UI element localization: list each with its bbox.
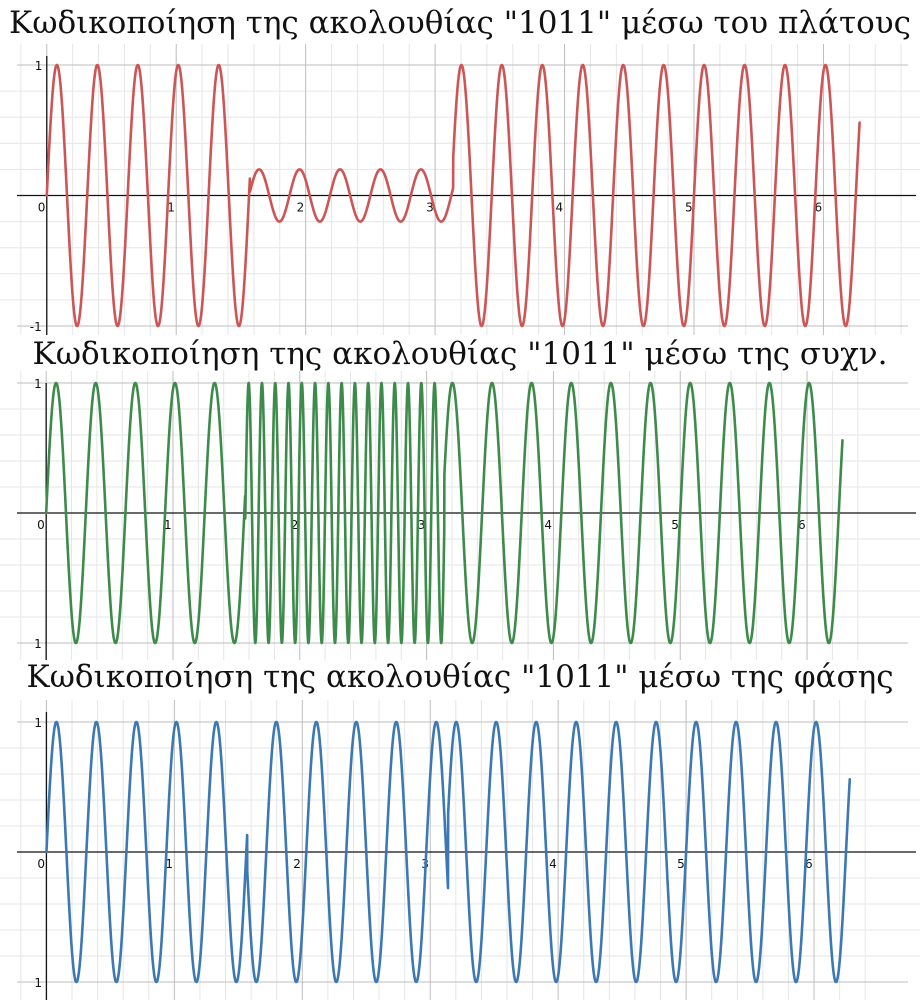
x-tick-label: 5 [677,857,685,871]
x-tick-label: 3 [418,518,426,532]
x-tick-label: 5 [671,518,679,532]
frequency-panel: Κωδικοποίηση της ακολουθίας "1011" μέσω … [0,335,920,660]
x-tick-label: 2 [297,201,305,215]
minor-gridlines [0,44,920,335]
amplitude-chart: 0 1 2 3 4 5 6 1 -1 [0,44,920,335]
major-gridlines [17,700,908,1000]
frequency-chart-title: Κωδικοποίηση της ακολουθίας "1011" μέσω … [32,336,888,372]
x-tick-label: 1 [165,857,173,871]
y-tick-labels: 1 1 [34,716,42,990]
phase-chart-title: Κωδικοποίηση της ακολουθίας "1011" μέσω … [26,659,894,695]
amplitude-panel: Κωδικοποίηση της ακολουθίας "1011" μέσω … [0,0,920,335]
x-tick-label: 0 [38,201,46,215]
phase-chart: 0 1 2 3 4 5 6 1 1 [0,700,920,1000]
x-tick-label: 1 [164,518,172,532]
y-tick-label-bottom: -1 [30,320,42,334]
y-tick-labels: 1 -1 [30,59,43,334]
y-tick-label-bottom: 1 [34,637,42,651]
x-tick-label: 6 [814,201,822,215]
frequency-chart: 0 1 2 3 4 5 6 1 1 [0,371,920,660]
y-tick-label-top: 1 [34,716,42,730]
amplitude-chart-title: Κωδικοποίηση της ακολουθίας "1011" μέσω … [9,5,911,41]
y-tick-label-top: 1 [34,377,42,391]
x-tick-label: 4 [549,857,557,871]
y-tick-label-top: 1 [35,59,43,73]
x-tick-label: 4 [556,201,564,215]
x-tick-label: 5 [685,201,693,215]
y-tick-label-bottom: 1 [34,976,42,990]
x-tick-label: 3 [426,201,434,215]
x-tick-label: 2 [293,857,301,871]
amplitude-signal-line [45,63,861,328]
x-tick-labels: 0 1 2 3 4 5 6 [38,201,822,215]
x-tick-label: 0 [37,857,45,871]
minor-gridlines [0,371,920,660]
x-tick-label: 0 [37,518,45,532]
y-tick-labels: 1 1 [34,377,42,651]
x-tick-label: 1 [167,201,175,215]
x-tick-label: 2 [291,518,299,532]
x-tick-labels: 0 1 2 3 4 5 6 [37,518,806,532]
phase-panel: Κωδικοποίηση της ακολουθίας "1011" μέσω … [0,660,920,1000]
x-tick-label: 4 [544,518,552,532]
phase-signal-line [45,720,852,984]
x-tick-label: 6 [798,518,806,532]
frequency-signal-line [44,381,844,645]
x-tick-label: 6 [805,857,813,871]
